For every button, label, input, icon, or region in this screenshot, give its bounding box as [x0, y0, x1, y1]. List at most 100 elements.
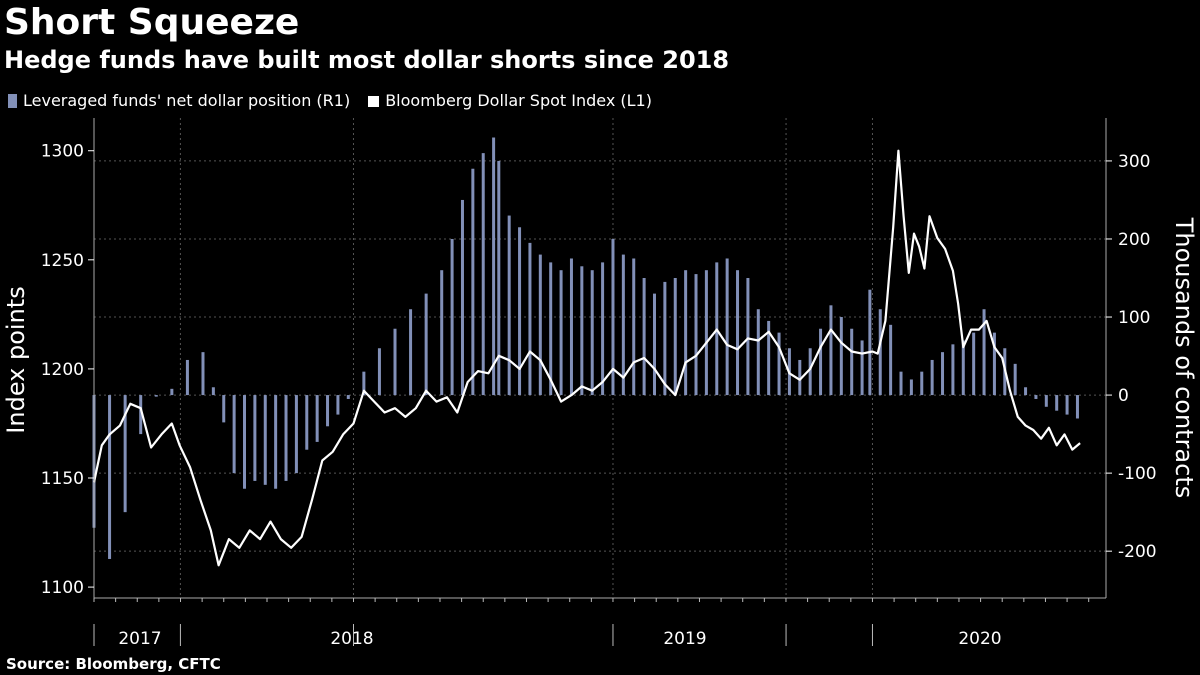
bar [424, 293, 428, 396]
bar [481, 153, 485, 396]
bar [704, 270, 708, 396]
bar [492, 137, 496, 396]
bar [538, 254, 542, 396]
bar [123, 395, 127, 513]
bar [808, 348, 812, 396]
axes: 1100 1150 1200 1250 1300 -200 -100 0 100 200 300 20… [41, 118, 1157, 649]
bar [941, 352, 945, 396]
legend-item-bars: Leveraged funds' net dollar position (R1… [8, 90, 350, 112]
right-axis-title: Thousands of contracts [1170, 217, 1198, 499]
bar [139, 395, 143, 435]
x-tick-label: 2018 [330, 629, 373, 649]
bar [274, 395, 278, 489]
bar [621, 254, 625, 396]
bar [201, 352, 205, 396]
bar [982, 309, 986, 396]
legend-item-line: Bloomberg Dollar Spot Index (L1) [368, 90, 652, 112]
bar [961, 340, 965, 396]
bar [326, 395, 330, 427]
bar [829, 305, 833, 396]
bar [580, 266, 584, 396]
bar [569, 258, 573, 396]
bar [211, 387, 215, 396]
bar [1013, 363, 1017, 396]
left-tick-label: 1300 [41, 142, 84, 162]
bar [652, 293, 656, 396]
bar [694, 274, 698, 396]
bar [154, 395, 158, 397]
bar [798, 359, 802, 396]
right-tick-label: 0 [1118, 386, 1129, 406]
right-tick-label: -200 [1118, 542, 1157, 562]
bar [590, 270, 594, 396]
bar [992, 332, 996, 396]
bar [632, 258, 636, 396]
bar-series [92, 137, 1079, 559]
bar [232, 395, 236, 474]
bar [377, 348, 381, 396]
bar [549, 262, 553, 396]
bar [1034, 395, 1038, 399]
line-series [92, 149, 1081, 567]
bar [930, 359, 934, 396]
bar [507, 215, 511, 396]
x-tick-label: 2017 [118, 629, 161, 649]
bar [336, 395, 340, 415]
left-tick-label: 1250 [41, 251, 84, 271]
bar [819, 328, 823, 396]
bar [899, 371, 903, 396]
bar [185, 359, 189, 396]
bar [253, 395, 257, 481]
bar [393, 328, 397, 396]
left-tick-label: 1200 [41, 360, 84, 380]
bar [920, 371, 924, 396]
bar [850, 328, 854, 396]
bar [860, 340, 864, 396]
bar [673, 278, 677, 396]
bar [684, 270, 688, 396]
left-tick-label: 1100 [41, 578, 84, 598]
bar [559, 270, 563, 396]
bar [450, 238, 454, 396]
bar [222, 395, 226, 423]
bar [1055, 395, 1059, 411]
x-tick-label: 2019 [663, 629, 706, 649]
bar [471, 168, 475, 396]
bar [440, 270, 444, 396]
bar [767, 320, 771, 396]
bar [951, 344, 955, 396]
bar [663, 281, 667, 396]
bar [263, 395, 267, 485]
bar [305, 395, 309, 450]
legend-swatch-line [368, 95, 380, 107]
bar [642, 278, 646, 396]
bar [1024, 387, 1028, 396]
bar [243, 395, 247, 489]
right-tick-label: 300 [1118, 152, 1150, 172]
legend-label-line: Bloomberg Dollar Spot Index (L1) [385, 91, 652, 110]
bar [839, 317, 843, 396]
bar [736, 270, 740, 396]
right-tick-label: 100 [1118, 308, 1150, 328]
right-tick-label: -100 [1118, 464, 1157, 484]
bar [725, 258, 729, 396]
source-note: Source: Bloomberg, CFTC [6, 655, 221, 673]
bar [1044, 395, 1048, 407]
right-tick-label: 200 [1118, 230, 1150, 250]
bar [294, 395, 298, 474]
legend-label-bars: Leveraged funds' net dollar position (R1… [23, 91, 351, 110]
x-tick-label: 2020 [958, 629, 1001, 649]
bar [284, 395, 288, 481]
bar [746, 278, 750, 396]
bar [889, 324, 893, 396]
bar [362, 371, 366, 396]
bar [528, 242, 532, 396]
bar [777, 332, 781, 396]
bar [315, 395, 319, 442]
bar [909, 379, 913, 396]
bar [868, 289, 872, 396]
left-axis-title: Index points [2, 286, 30, 433]
legend: Leveraged funds' net dollar position (R1… [8, 90, 670, 112]
bar [878, 309, 882, 396]
bar [601, 262, 605, 396]
